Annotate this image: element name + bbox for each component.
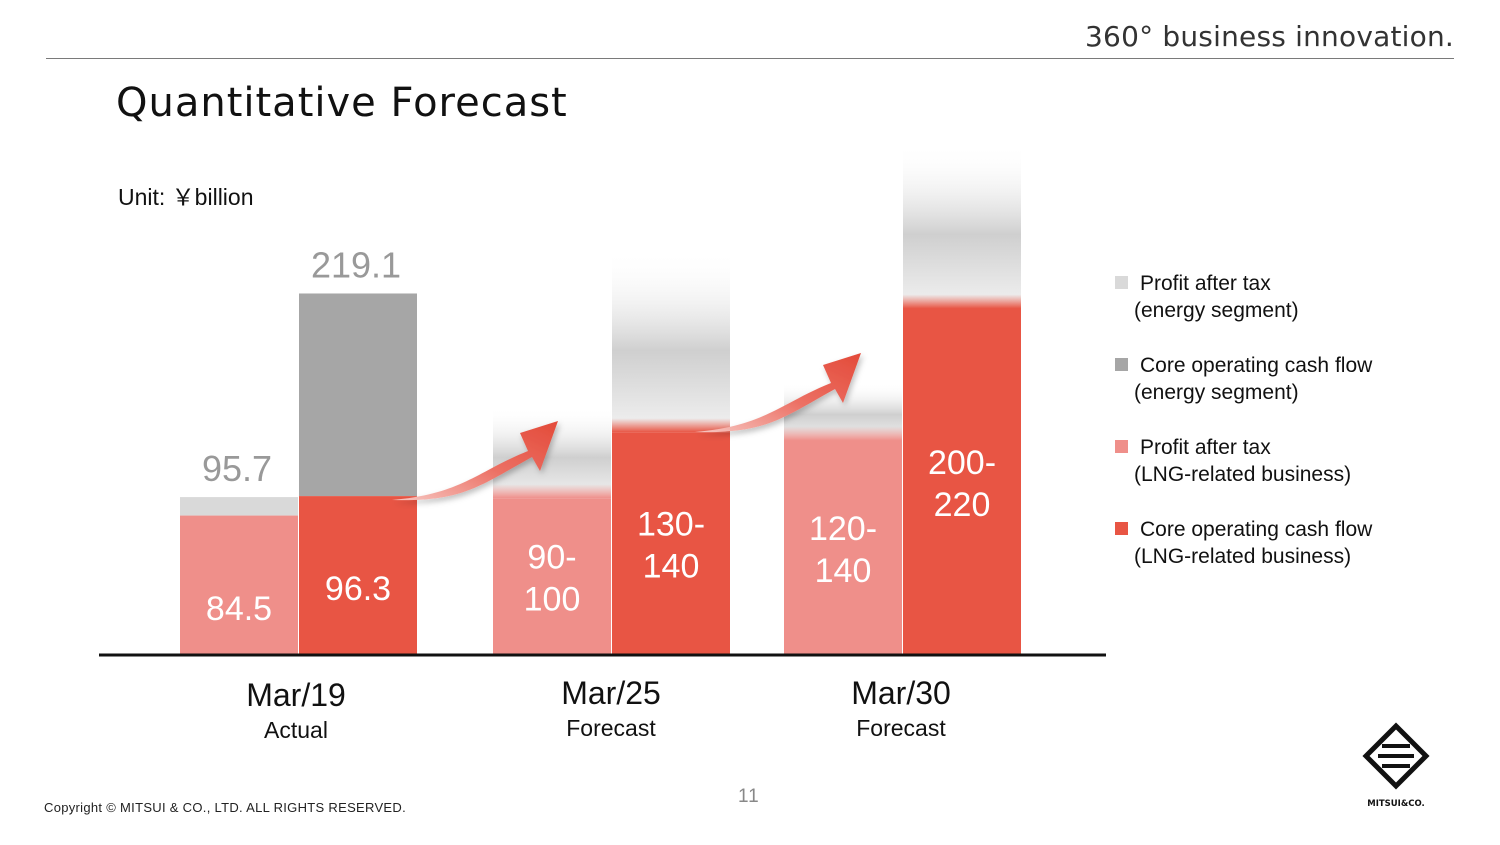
bar-fade-edge: [784, 426, 902, 441]
bar-value-label: 90-: [527, 539, 576, 577]
legend-item-lng-cash-flow: Core operating cash flow (LNG-related bu…: [1115, 516, 1495, 570]
legend-swatch: [1115, 440, 1128, 453]
x-axis-label: Mar/25: [561, 675, 661, 711]
legend-swatch: [1115, 522, 1128, 535]
bar-total-label: 95.7: [202, 448, 272, 489]
bar-segment-energy-profit: [180, 497, 298, 516]
bar-fade-edge: [493, 484, 611, 499]
bar-total-label: 219.1: [311, 244, 401, 285]
page-number: 11: [738, 786, 760, 807]
legend-item-energy-profit: Profit after tax (energy segment): [1115, 270, 1495, 324]
x-axis-label: Mar/19: [246, 677, 346, 713]
legend-swatch: [1115, 358, 1128, 371]
growth-arrow: [695, 353, 861, 433]
legend-sublabel: (energy segment): [1134, 381, 1299, 404]
legend-sublabel: (energy segment): [1134, 299, 1299, 322]
bar-segment-lng-cash_flow: [612, 432, 730, 655]
bar-value-label: 200-: [928, 444, 996, 482]
bar-value-label: 140: [815, 552, 872, 590]
legend-label: Profit after tax: [1140, 272, 1271, 295]
bar-fade-edge: [903, 294, 1021, 309]
bar-value-label: 100: [524, 581, 581, 619]
legend-label: Profit after tax: [1140, 436, 1271, 459]
mitsui-logo: MITSUI&CO.: [1362, 722, 1430, 809]
x-axis-sublabel: Forecast: [856, 715, 946, 741]
bar-value-label: 96.3: [325, 570, 391, 608]
bar-value-label: 140: [643, 548, 700, 586]
bar-segment-energy-cash_flow: [903, 143, 1021, 309]
x-axis-sublabel: Forecast: [566, 715, 656, 741]
x-axis-sublabel: Actual: [264, 717, 328, 743]
copyright-notice: Copyright © MITSUI & CO., LTD. ALL RIGHT…: [44, 800, 407, 815]
legend-item-lng-profit: Profit after tax (LNG-related business): [1115, 434, 1495, 488]
bar-segment-lng-cash_flow: [299, 496, 417, 655]
bar-fade-edge: [612, 418, 730, 433]
bar-value-label: 130-: [637, 506, 705, 544]
legend-label: Core operating cash flow: [1140, 354, 1373, 377]
legend-sublabel: (LNG-related business): [1134, 463, 1352, 486]
svg-text:MITSUI&CO.: MITSUI&CO.: [1367, 799, 1425, 809]
bar-segment-lng-profit: [180, 515, 298, 655]
legend-item-energy-cash-flow: Core operating cash flow (energy segment…: [1115, 352, 1495, 406]
x-axis-label: Mar/30: [851, 675, 951, 711]
bar-segment-energy-profit: [493, 407, 611, 499]
growth-arrow: [392, 421, 558, 501]
bar-segment-lng-profit: [493, 498, 611, 655]
bar-segment-energy-cash_flow: [612, 250, 730, 433]
bar-segment-energy-cash_flow: [299, 293, 417, 497]
forecast-bar-chart: 84.5 95.7 96.3 219.1 Mar/19 Actual 90- 100 130- 1…: [99, 143, 1106, 743]
bar-segment-lng-cash_flow: [903, 308, 1021, 655]
header-tagline: 360° business innovation.: [1085, 20, 1454, 53]
chart-legend: Profit after tax (energy segment) Core o…: [1115, 270, 1495, 598]
bar-value-label: 84.5: [206, 590, 272, 628]
legend-sublabel: (LNG-related business): [1134, 545, 1352, 568]
page-title: Quantitative Forecast: [116, 80, 568, 126]
header-divider: [46, 58, 1454, 59]
unit-label: Unit: ￥billion: [118, 184, 254, 210]
legend-label: Core operating cash flow: [1140, 518, 1373, 541]
bar-segment-lng-profit: [784, 440, 902, 655]
bar-value-label: 220: [934, 486, 991, 524]
legend-swatch: [1115, 276, 1128, 289]
bar-value-label: 120-: [809, 510, 877, 548]
